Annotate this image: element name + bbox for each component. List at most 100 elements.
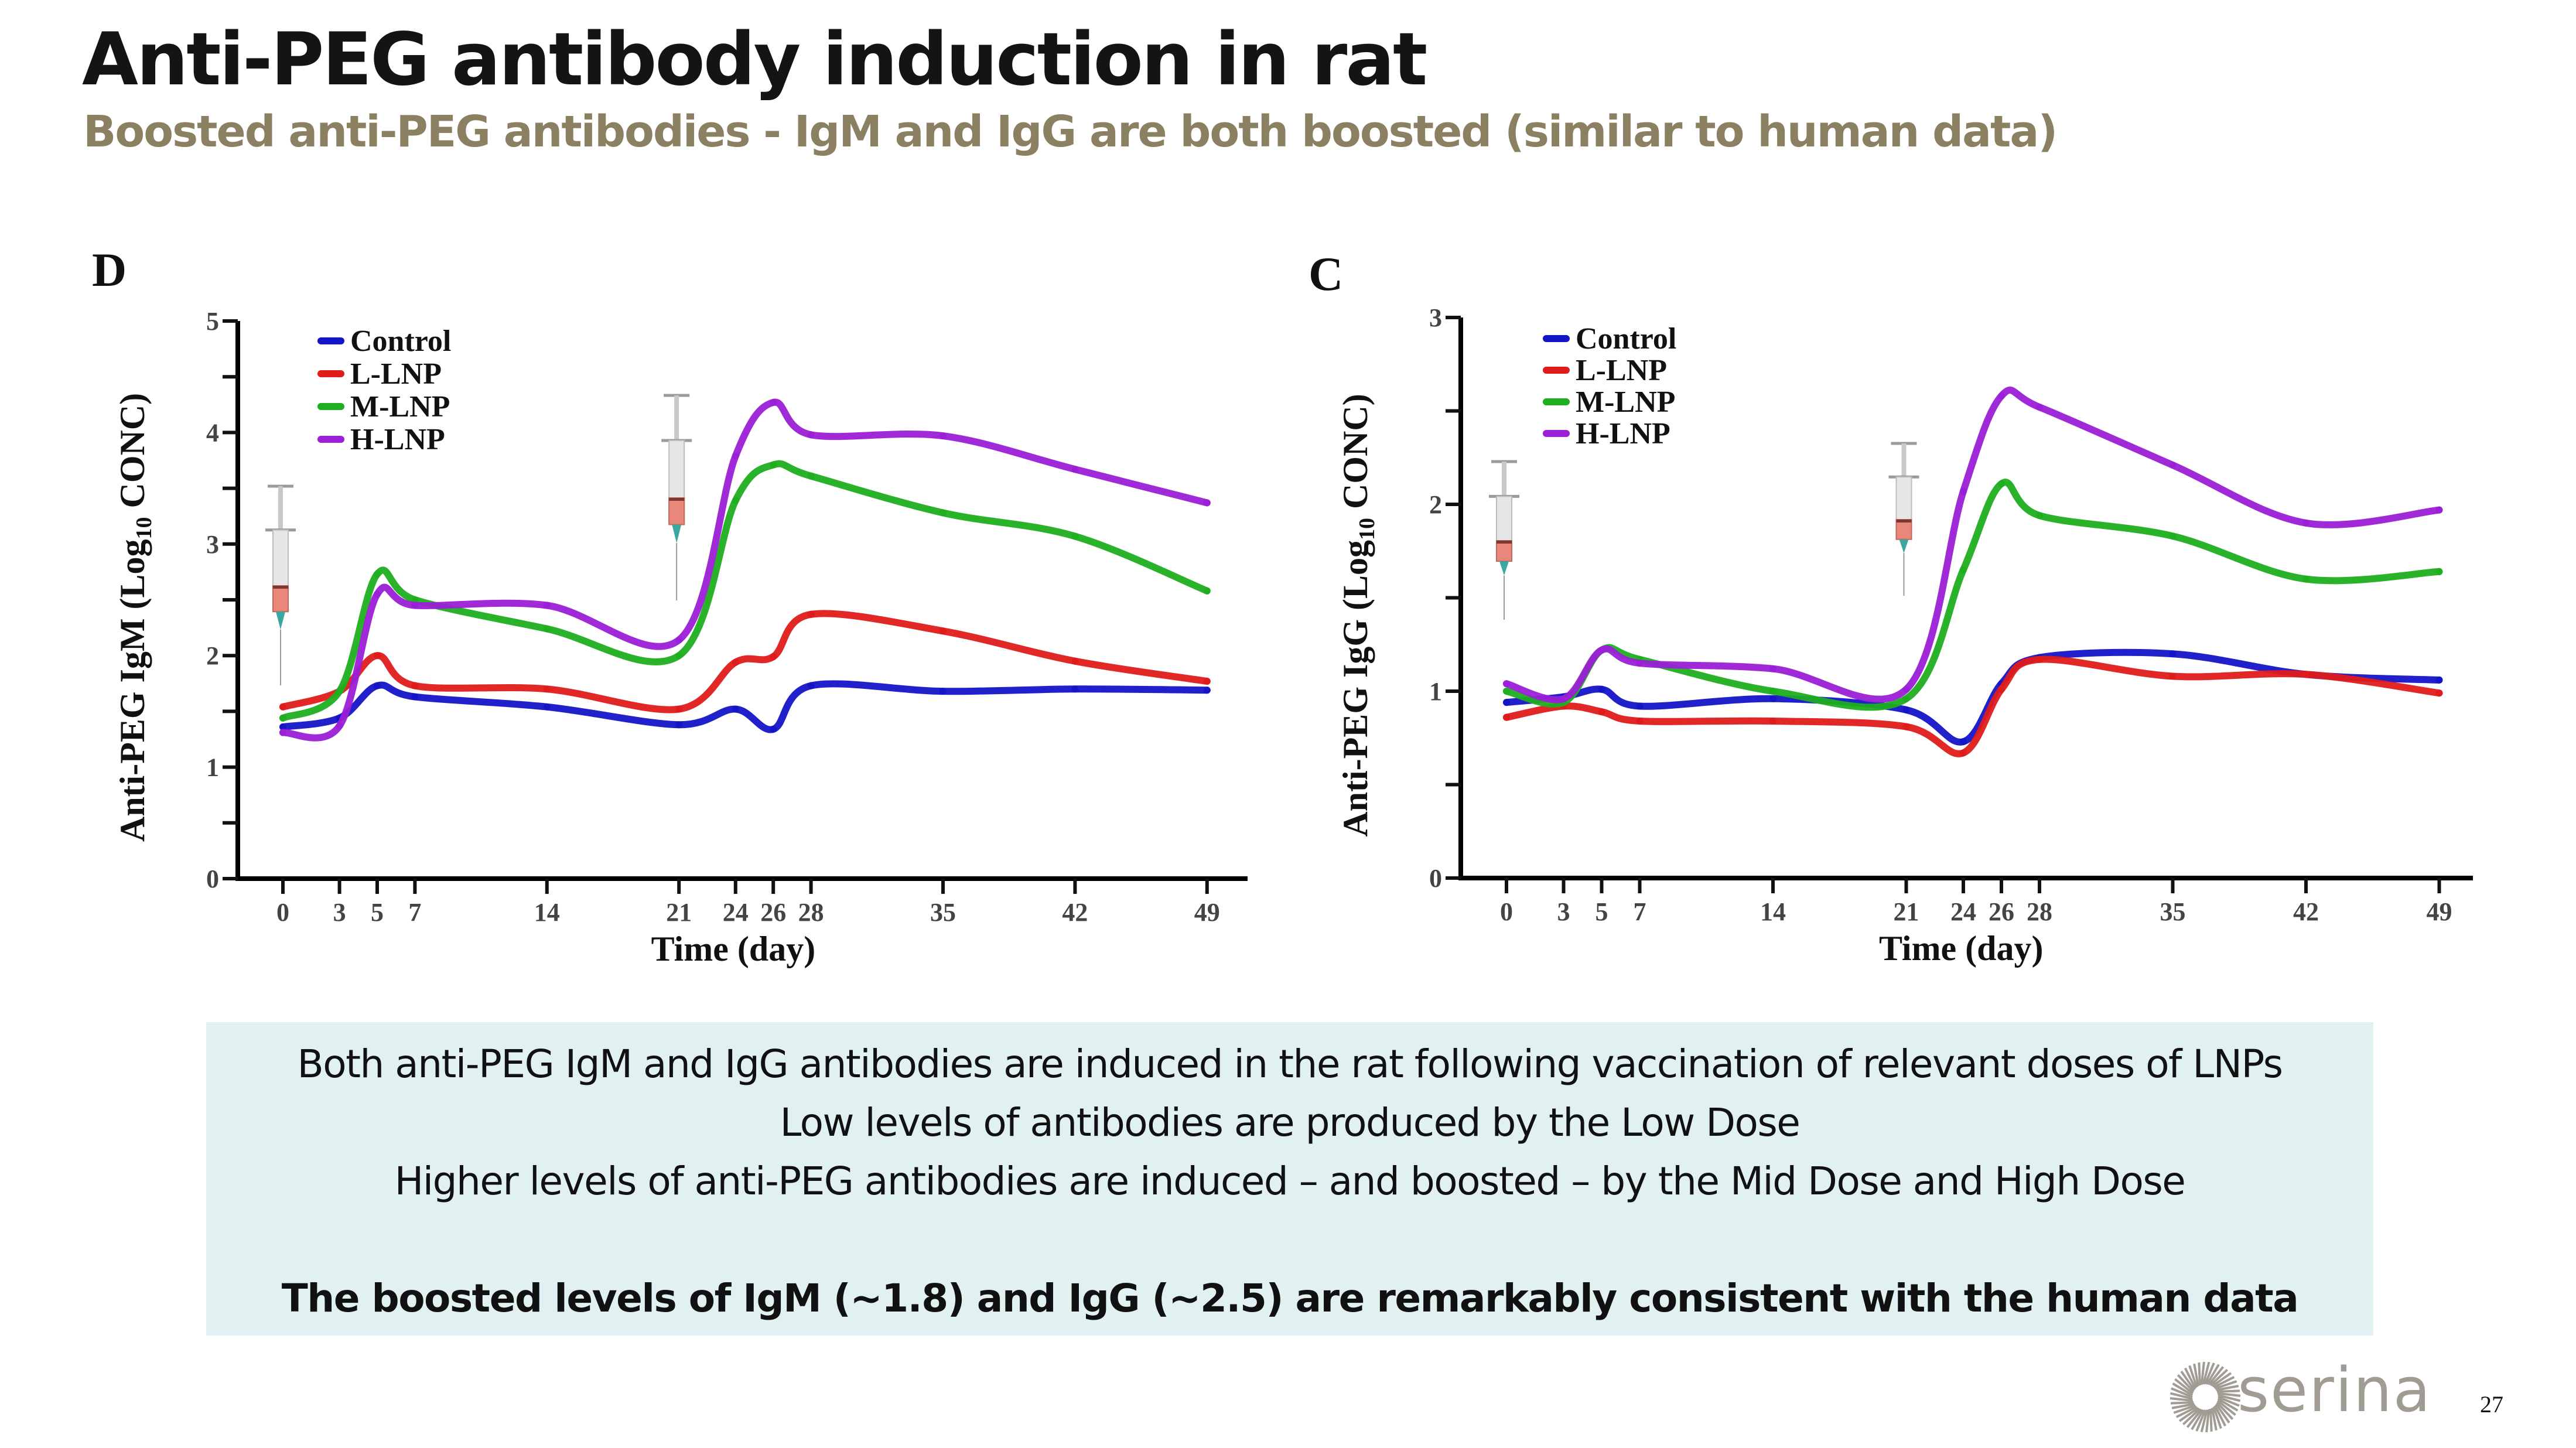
data-point-m-lnp [374,571,381,578]
x-tick-label: 35 [930,898,956,927]
summary-box: Both anti-PEG IgM and IgG antibodies are… [206,1022,2373,1336]
series-line-l-lnp [279,610,1211,713]
data-point-m-lnp [411,596,419,603]
y-axis-title-main: Anti-PEG IgG (Log [1336,540,1375,837]
logo-ray [2202,1361,2211,1385]
logo-ray [2205,1409,2211,1433]
legend-label: L-LNP [350,357,442,391]
x-tick-label: 26 [760,898,786,927]
y-tick-label: 0 [206,865,219,893]
syringe-stopper [669,498,685,501]
y-tick-label: 0 [1429,864,1442,893]
logo-ray [2208,1366,2225,1386]
logo-ray [2216,1385,2239,1392]
y-tick-label: 3 [206,530,219,559]
data-point-control [1071,685,1079,693]
syringe-icon [661,394,692,600]
data-point-l-lnp [1769,718,1776,725]
syringe-liquid [272,585,289,613]
data-point-m-lnp [1998,480,2005,487]
syringe-hub [1899,539,1909,554]
logo-ray [2216,1389,2240,1393]
legend-label: H-LNP [1576,417,1670,450]
legend-label: H-LNP [350,423,445,456]
data-point-control [1503,699,1510,706]
data-point-m-lnp [1960,566,1967,573]
data-point-control [374,682,381,689]
data-point-control [1902,706,1910,713]
data-point-control [807,682,815,689]
syringe-stopper [1497,541,1512,544]
y-axis-title: Anti-PEG IgM (Log10 CONC) [113,393,156,842]
syringe-liquid [1895,519,1912,540]
data-point-control [770,725,777,733]
x-tick-label: 28 [2027,897,2052,926]
data-point-l-lnp [374,652,381,660]
x-tick-label: 3 [1557,897,1570,926]
data-point-control [2435,676,2443,684]
data-point-m-lnp [1769,688,1776,695]
syringe-plunger-rod [674,395,679,440]
x-tick-label: 49 [2427,897,2452,926]
logo-ray [2211,1408,2218,1431]
data-point-l-lnp [543,685,551,693]
logo-ray [2217,1392,2241,1397]
data-point-l-lnp [1902,723,1910,730]
x-tick-label: 3 [333,898,346,927]
x-tick-label: 14 [1760,897,1786,926]
data-point-h-lnp [1636,660,1644,667]
logo-ray [2212,1406,2222,1429]
x-tick-label: 28 [798,898,824,927]
y-tick-label: 1 [1429,677,1442,706]
data-point-h-lnp [411,602,419,609]
data-point-h-lnp [939,432,947,440]
logo-ray [2216,1399,2236,1416]
syringe-liquid [668,497,685,525]
syringe-hub [276,612,285,630]
series-line-h-lnp [1503,386,2443,703]
page-number: 27 [2480,1391,2503,1418]
logo-ray [2171,1387,2193,1398]
data-point-l-lnp [279,703,286,711]
data-point-m-lnp [1902,695,1910,702]
data-point-l-lnp [1960,749,1967,757]
syringe-icon [265,484,296,685]
data-point-m-lnp [2435,568,2443,575]
data-point-h-lnp [2302,519,2309,527]
data-point-m-lnp [279,714,286,722]
logo-ray [2175,1405,2198,1418]
data-point-control [732,705,739,713]
x-tick-label: 24 [1950,897,1976,926]
data-point-m-lnp [336,688,343,695]
syringe-hub [672,524,682,543]
data-point-h-lnp [807,431,815,439]
data-point-h-lnp [675,636,683,644]
syringe-icon [1888,442,1919,596]
x-tick-label: 42 [2293,897,2319,926]
y-axis-title-subscript: 10 [1355,518,1379,540]
data-point-m-lnp [675,652,683,660]
data-point-l-lnp [732,658,739,666]
data-point-h-lnp [543,602,551,609]
data-point-control [279,723,286,731]
y-tick-label: 1 [206,753,219,782]
syringe-icon [1489,460,1519,620]
data-point-control [939,688,947,695]
data-point-h-lnp [2036,404,2043,411]
logo-ray [2172,1382,2194,1396]
data-point-l-lnp [675,705,683,713]
y-tick-label: 2 [206,641,219,670]
syringe-plunger-rod [1901,443,1907,477]
logo-ray [2173,1404,2196,1414]
summary-conclusion: The boosted levels of IgM (~1.8) and IgG… [281,1276,2299,1321]
syringe-liquid [1496,540,1512,562]
logo-ray [2193,1363,2200,1386]
legend-label: Control [1576,322,1676,356]
logo-ray [2182,1408,2201,1426]
y-tick-label: 3 [1429,303,1442,332]
data-point-l-lnp [1203,677,1211,685]
logo-ray [2204,1362,2215,1385]
syringe-stopper [1896,520,1912,522]
